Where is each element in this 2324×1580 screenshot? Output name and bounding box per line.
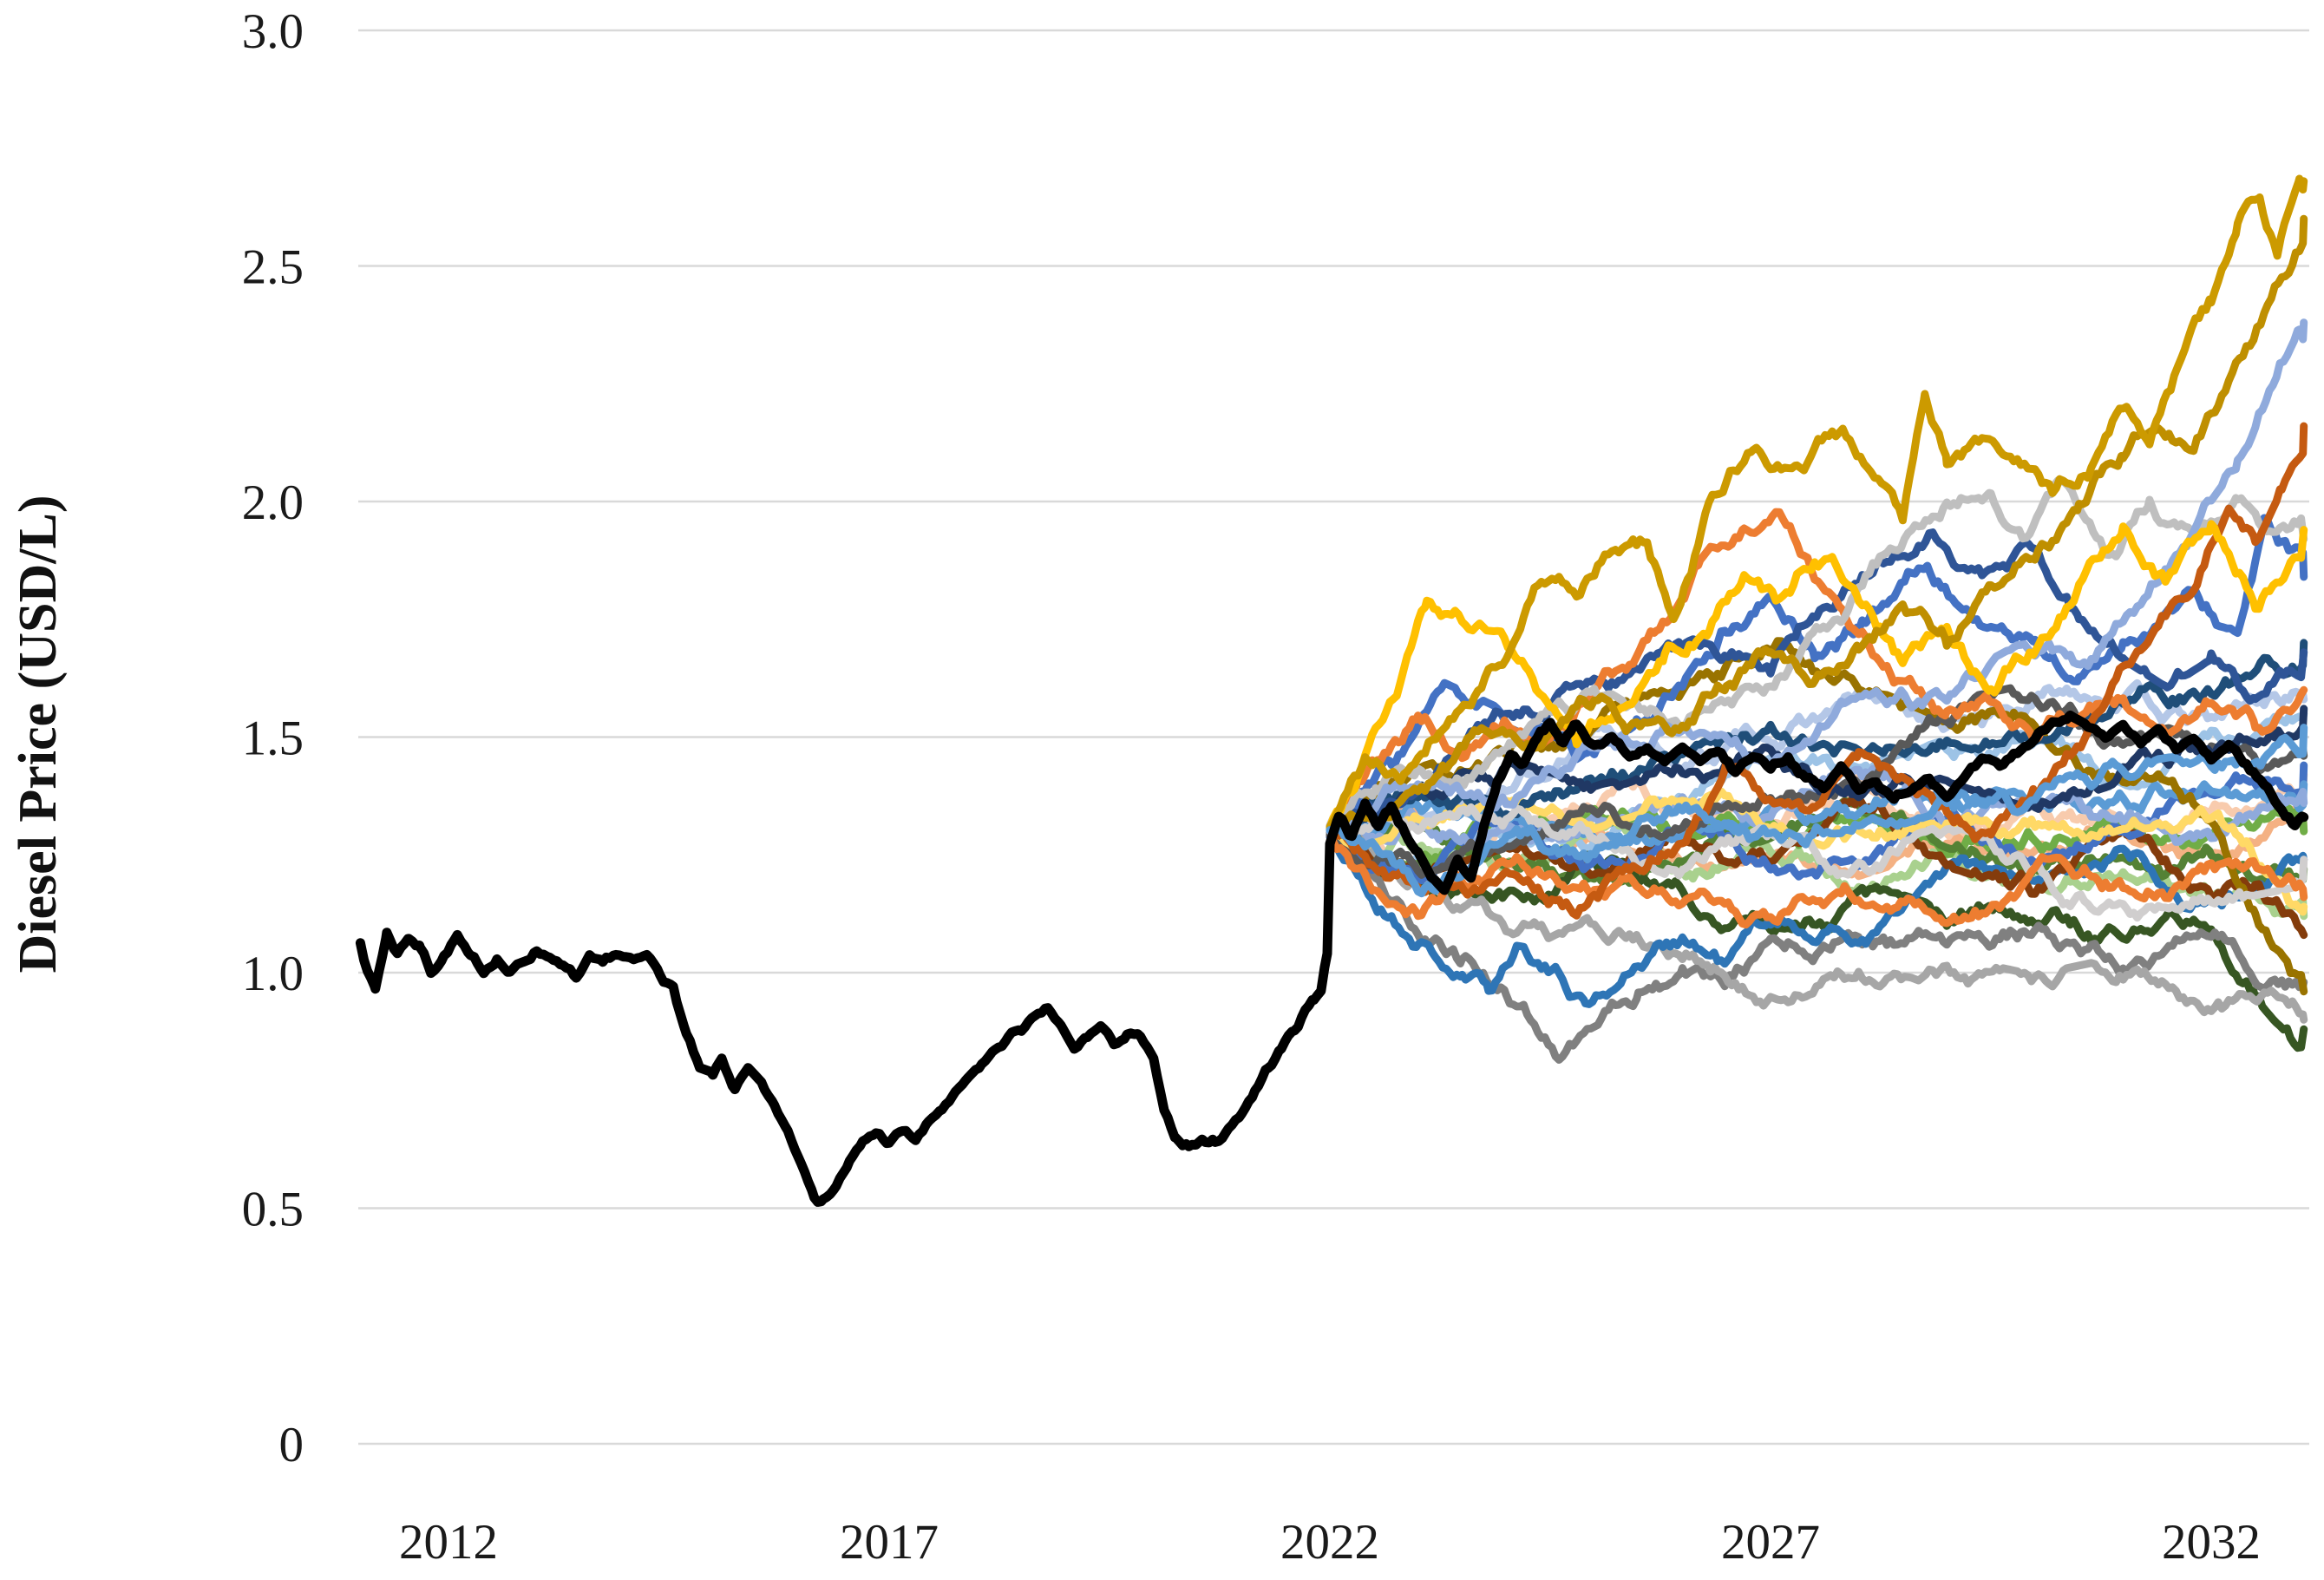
x-tick-2027: 2027 [1721,1515,1820,1570]
gridlines [358,29,2309,1446]
x-tick-labels: 2012 2017 2022 2027 2032 [399,1515,2261,1570]
x-tick-2017: 2017 [840,1515,939,1570]
simulated-path-10 [1326,823,2308,1024]
x-tick-2012: 2012 [399,1515,498,1570]
simulated-path-08 [1326,838,2308,1052]
simulated-path-23 [1326,514,2308,835]
simulated-path-24 [1326,528,2308,834]
simulated-paths [1326,174,2308,1064]
simulated-path-25 [1326,508,2308,833]
y-tick-2.0: 2.0 [242,475,304,530]
simulated-path-32 [1326,724,2308,898]
y-tick-1.0: 1.0 [242,947,304,1001]
y-tick-3.0: 3.0 [242,4,304,59]
historical-line [355,710,2309,1207]
simulated-path-29 [1326,520,2308,832]
simulated-path-20 [1326,803,2308,922]
y-tick-0.5: 0.5 [242,1183,304,1237]
x-tick-2022: 2022 [1280,1515,1379,1570]
simulated-path-26 [1326,476,2308,829]
simulated-path-11 [1326,828,2308,1008]
x-tick-2032: 2032 [2162,1515,2261,1570]
historical-diesel-price [355,710,2309,1207]
y-tick-labels: 0 0.5 1.0 1.5 2.0 2.5 3.0 [242,4,304,1472]
y-axis-title: Diesel Price (USD/L) [9,495,68,974]
y-tick-1.5: 1.5 [242,711,304,766]
simulated-path-28 [1326,422,2308,920]
y-tick-2.5: 2.5 [242,240,304,295]
simulated-path-31 [1326,174,2308,831]
y-tick-0: 0 [279,1418,304,1472]
simulated-path-22 [1326,838,2308,929]
